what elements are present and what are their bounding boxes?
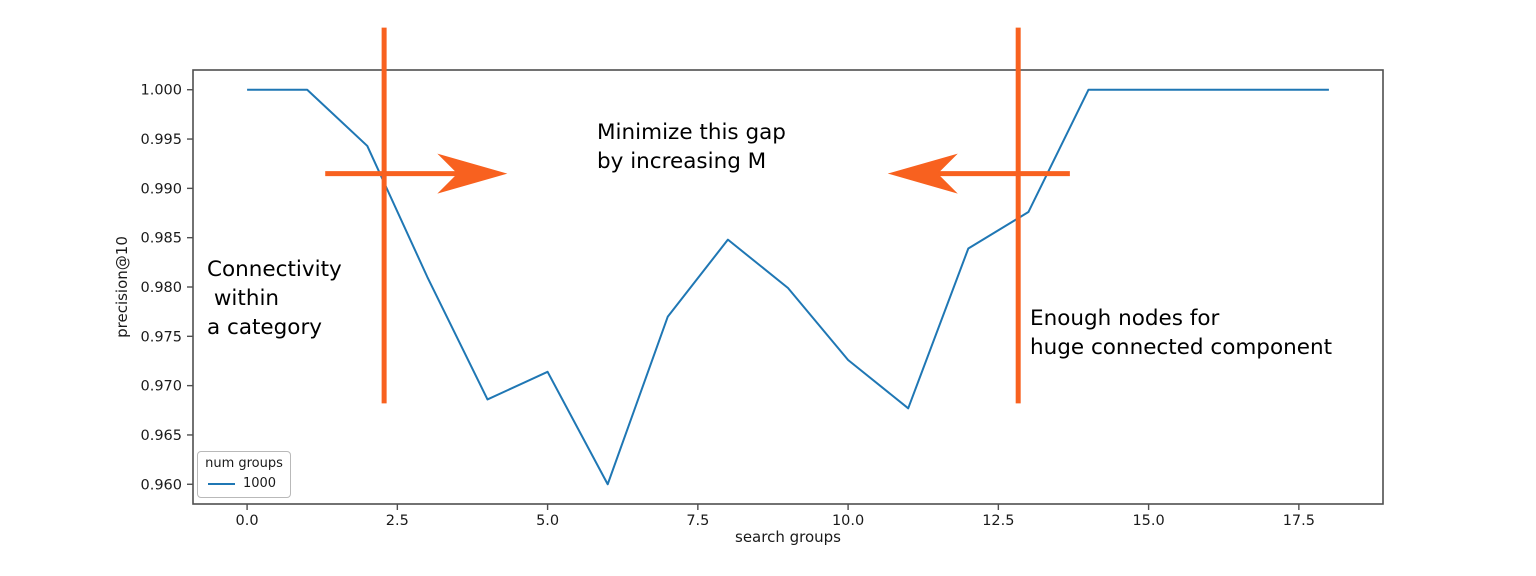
legend-box: num groups 1000 xyxy=(197,451,291,498)
x-tick-label: 2.5 xyxy=(386,513,409,529)
series-layer xyxy=(247,88,1329,486)
x-tick-label: 0.0 xyxy=(236,513,259,529)
x-tick-label: 12.5 xyxy=(982,513,1014,529)
legend-title: num groups xyxy=(205,456,283,471)
y-tick-label: 0.960 xyxy=(140,477,182,493)
annotation-connectivity: Connectivity within a category xyxy=(207,257,342,340)
legend-line-sample xyxy=(208,482,235,485)
x-tick-label: 17.5 xyxy=(1283,513,1315,529)
x-tick-label: 10.0 xyxy=(832,513,864,529)
y-tick-label: 0.970 xyxy=(140,379,182,395)
y-tick-label: 0.990 xyxy=(140,181,182,197)
y-tick-label: 0.975 xyxy=(140,329,182,345)
y-tick-label: 1.000 xyxy=(140,83,182,99)
y-tick-label: 0.985 xyxy=(140,231,182,247)
legend-entry-label: 1000 xyxy=(242,476,277,491)
y-tick-label: 0.995 xyxy=(140,132,182,148)
x-tick-label: 15.0 xyxy=(1132,513,1164,529)
y-axis-label: precision@10 xyxy=(113,236,131,338)
arrow-head-left-icon xyxy=(887,153,958,194)
y-tick-label: 0.980 xyxy=(140,280,182,296)
annotation-minimize-gap: Minimize this gap by increasing M xyxy=(597,120,786,174)
legend-entry: 1000 xyxy=(208,476,284,491)
x-tick-label: 7.5 xyxy=(686,513,709,529)
arrow-head-right-icon xyxy=(437,153,508,194)
x-axis-label: search groups xyxy=(735,528,841,546)
annotation-layer xyxy=(325,27,1070,404)
x-tick-label: 5.0 xyxy=(536,513,559,529)
series-line-1000 xyxy=(247,88,1329,486)
annotation-enough-nodes: Enough nodes for huge connected componen… xyxy=(1030,306,1333,360)
y-tick-label: 0.965 xyxy=(140,428,182,444)
axes-layer: 0.0 2.5 5.0 7.5 10.0 12.5 15.0 17.5 0.960 0.965 0.… xyxy=(140,69,1384,529)
